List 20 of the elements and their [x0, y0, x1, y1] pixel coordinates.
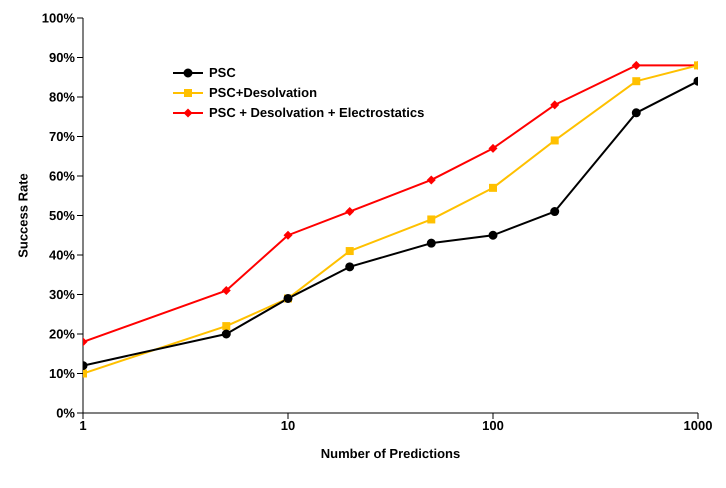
- y-tick-label: 40%: [48, 248, 76, 263]
- y-axis-title: Success Rate: [16, 173, 31, 258]
- legend-label: PSC+Desolvation: [209, 84, 318, 102]
- y-tick-label: 50%: [48, 208, 76, 224]
- y-tick-label: 90%: [48, 50, 76, 66]
- y-tick-label: 60%: [48, 168, 76, 184]
- x-tick-label: 100: [482, 418, 504, 434]
- y-tick-label: 100%: [42, 10, 76, 26]
- y-tick-label: 10%: [48, 366, 76, 382]
- y-tick-label: 0%: [56, 406, 76, 421]
- y-tick-label: 20%: [48, 326, 76, 342]
- y-tick-label: 80%: [48, 90, 76, 105]
- y-tick-label: 70%: [48, 129, 76, 144]
- x-tick-label: 1: [79, 418, 87, 434]
- y-tick-label: 30%: [48, 287, 76, 302]
- x-tick-label: 10: [280, 418, 296, 434]
- x-tick-label: 1000: [684, 418, 712, 434]
- x-axis-title: Number of Predictions: [320, 446, 460, 461]
- legend-label: PSC: [209, 64, 236, 82]
- legend-label: PSC + Desolvation + Electrostatics: [209, 104, 424, 122]
